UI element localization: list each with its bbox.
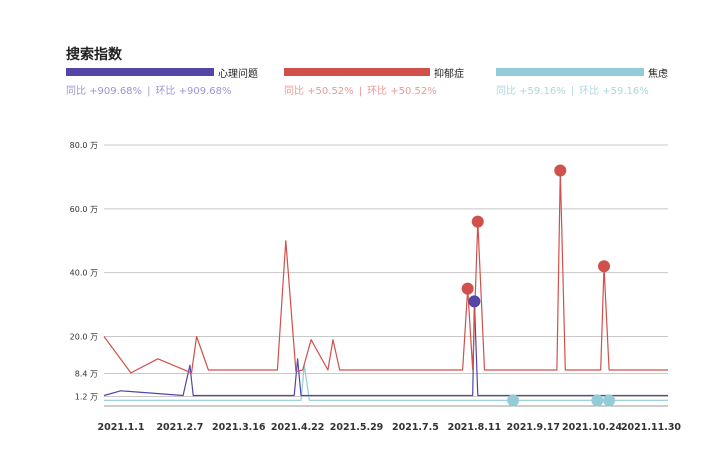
series-line bbox=[103, 169, 668, 374]
chart-title: 搜索指数 bbox=[66, 47, 122, 63]
data-point-marker[interactable] bbox=[598, 260, 611, 273]
data-point-marker[interactable] bbox=[603, 394, 616, 407]
legend-stats: 同比 +909.68% | 环比 +909.68% bbox=[66, 82, 232, 97]
legend-stats: 同比 +59.16% | 环比 +59.16% bbox=[496, 82, 649, 97]
x-tick-label: 2021.10.24 bbox=[562, 422, 622, 433]
y-tick-label: 60.0 万 bbox=[70, 205, 98, 214]
y-tick-label: 80.0 万 bbox=[70, 141, 98, 150]
yoy-value: 同比 +909.68% bbox=[66, 86, 143, 97]
x-tick-label: 2021.5.29 bbox=[330, 422, 384, 433]
yoy-value: 同比 +59.16% bbox=[496, 86, 566, 97]
legend-swatch bbox=[496, 68, 644, 76]
x-tick-label: 2021.9.17 bbox=[506, 422, 560, 433]
mom-value: 环比 +59.16% bbox=[579, 86, 649, 97]
mom-value: 环比 +909.68% bbox=[155, 86, 232, 97]
legend-stats: 同比 +50.52% | 环比 +50.52% bbox=[284, 82, 437, 97]
x-tick-label: 2021.8.11 bbox=[448, 422, 502, 433]
legend-label: 心理问题 bbox=[218, 69, 258, 80]
x-tick-label: 2021.3.16 bbox=[212, 422, 266, 433]
series-line bbox=[103, 300, 668, 397]
stat-separator: | bbox=[147, 86, 151, 97]
x-tick-label: 2021.2.7 bbox=[156, 422, 203, 433]
data-point-marker[interactable] bbox=[591, 394, 604, 407]
y-tick-label: 1.2 万 bbox=[75, 393, 98, 402]
data-point-marker[interactable] bbox=[471, 215, 484, 228]
data-point-marker[interactable] bbox=[554, 164, 567, 177]
yoy-value: 同比 +50.52% bbox=[284, 86, 354, 97]
x-tick-label: 2021.7.5 bbox=[392, 422, 439, 433]
stat-separator: | bbox=[358, 86, 363, 97]
data-point-marker[interactable] bbox=[461, 282, 474, 295]
mom-value: 环比 +50.52% bbox=[367, 86, 437, 97]
y-tick-label: 8.4 万 bbox=[75, 370, 98, 379]
data-point-marker[interactable] bbox=[507, 394, 520, 407]
x-tick-label: 2021.1.1 bbox=[98, 422, 145, 433]
x-tick-label: 2021.11.30 bbox=[621, 422, 681, 433]
x-tick-label: 2021.4.22 bbox=[271, 422, 325, 433]
legend-label: 焦虑 bbox=[648, 69, 668, 80]
data-point-marker[interactable] bbox=[468, 295, 481, 308]
legend-swatch bbox=[284, 68, 430, 76]
stat-separator: | bbox=[570, 86, 575, 97]
legend-label: 抑郁症 bbox=[434, 69, 464, 80]
legend-swatch bbox=[66, 68, 214, 76]
y-tick-label: 20.0 万 bbox=[70, 332, 98, 341]
y-tick-label: 40.0 万 bbox=[70, 269, 98, 278]
